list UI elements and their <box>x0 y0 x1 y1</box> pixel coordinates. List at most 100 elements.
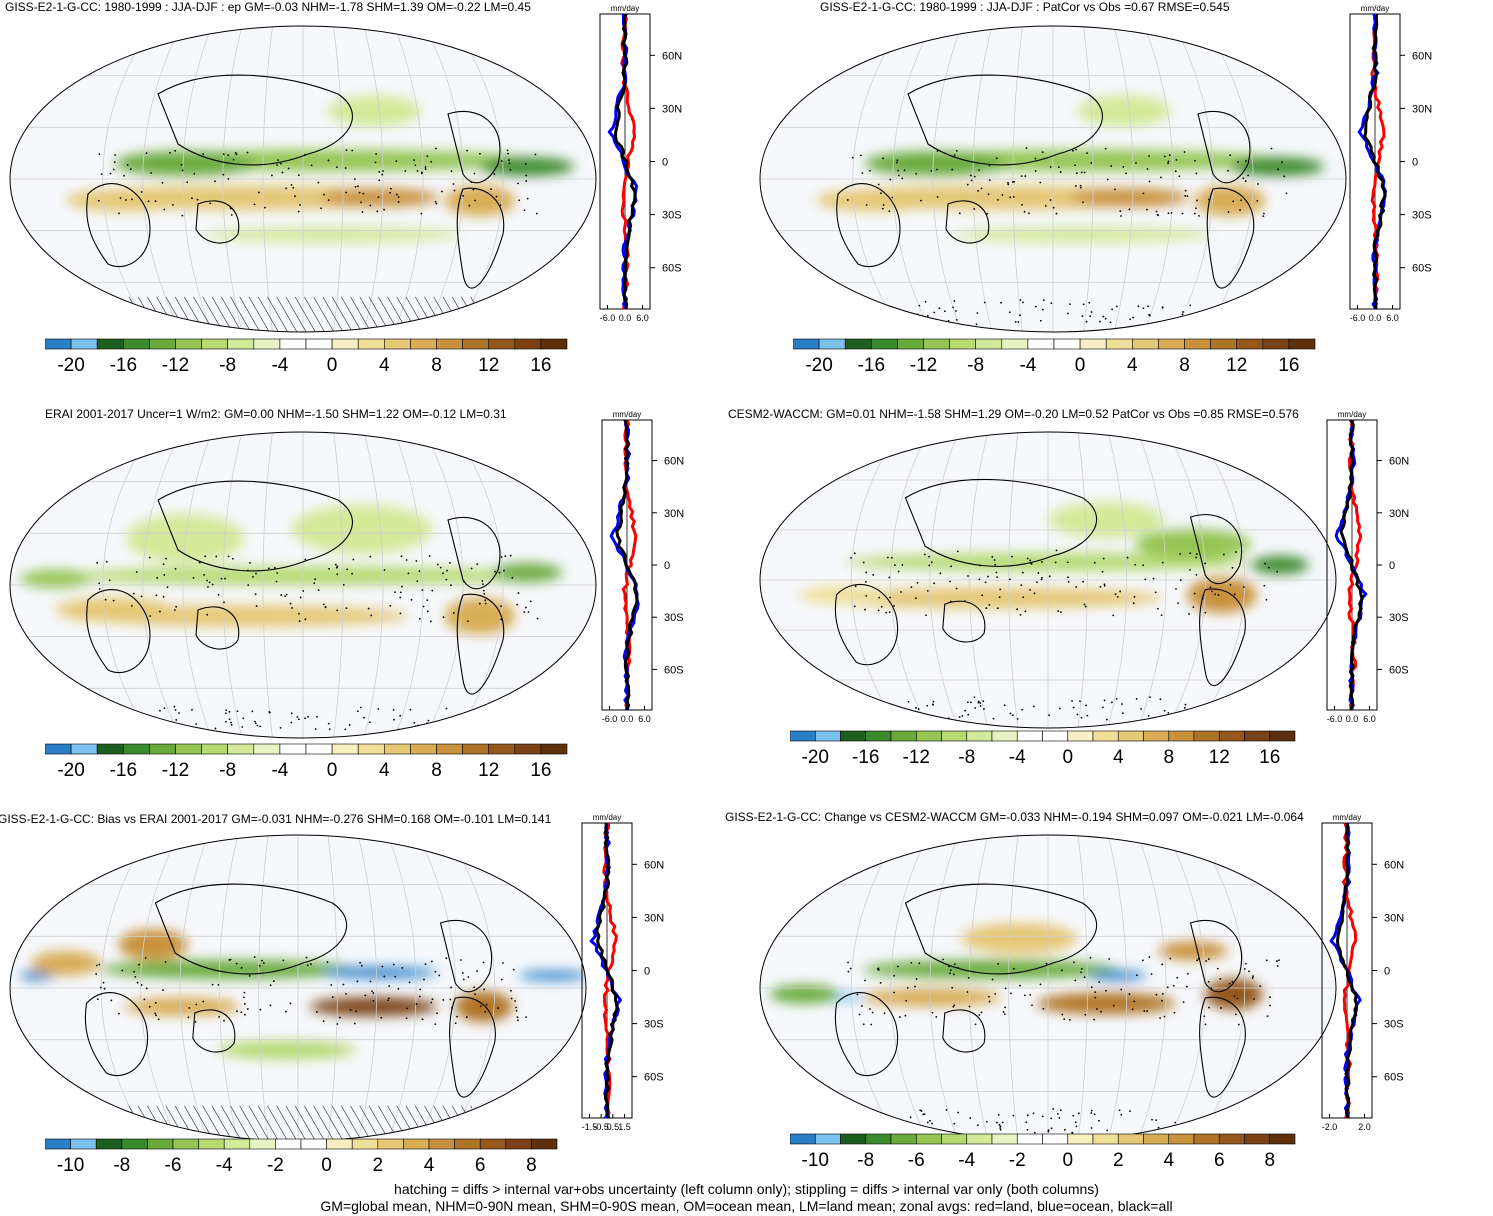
stipple-dot <box>1003 1013 1006 1016</box>
anomaly-field <box>1088 970 1147 981</box>
stipple-dot <box>1204 562 1207 565</box>
stipple-dot <box>165 557 167 560</box>
stipple-dot <box>1009 712 1012 715</box>
stipple-dot <box>1030 562 1033 565</box>
stipple-dot <box>1247 174 1249 177</box>
stipple-dot <box>241 726 244 728</box>
stipple-dot <box>463 580 465 583</box>
anomaly-field <box>216 1040 356 1060</box>
stipple-dot <box>1156 213 1159 216</box>
stipple-dot <box>466 149 469 152</box>
stipple-dot <box>1146 1010 1149 1013</box>
stipple-dot <box>1195 573 1198 576</box>
stipple-dot <box>1219 977 1222 980</box>
stipple-dot <box>196 198 199 201</box>
colorbar-swatch <box>175 338 202 350</box>
stipple-dot <box>861 172 864 174</box>
coastline <box>195 606 240 650</box>
stipple-dot <box>1021 204 1023 206</box>
stipple-dot <box>494 570 496 573</box>
stipple-dot <box>214 180 216 183</box>
stipple-dot <box>955 149 958 152</box>
panel-title: CESM2-WACCM: GM=0.01 NHM=-1.58 SHM=1.29 … <box>728 407 1299 421</box>
colorbar-tick-label: 12 <box>1226 355 1247 376</box>
stipple-dot <box>434 200 437 203</box>
stipple-dot <box>317 589 320 592</box>
colorbar-swatch <box>871 338 898 350</box>
anomaly-field <box>491 563 563 582</box>
colorbar-swatch <box>428 1138 455 1150</box>
colorbar-swatch <box>1053 338 1081 350</box>
colorbar: -20-16-12-8-4048121620 <box>45 743 568 781</box>
stipple-dot <box>888 576 891 579</box>
stipple-dot <box>180 163 183 166</box>
zonal-x-tick-label: -1.5 <box>582 1122 598 1132</box>
stipple-dot <box>134 976 137 978</box>
stipple-dot <box>381 173 384 176</box>
stipple-dot <box>524 606 527 609</box>
stipple-dot <box>1233 593 1236 596</box>
stipple-dot <box>252 575 254 578</box>
stipple-dot <box>275 580 278 583</box>
stipple-dot <box>369 980 372 983</box>
stipple-dot <box>227 154 230 156</box>
stipple-dot <box>399 591 402 594</box>
colorbar-swatch <box>201 338 229 350</box>
stipple-dot <box>276 164 278 166</box>
stipple-dot <box>415 1003 418 1005</box>
stipple-dot <box>419 988 422 991</box>
stipple-dot <box>1245 962 1247 965</box>
latitude-tick-label: 30N <box>1412 103 1432 115</box>
stipple-dot <box>1142 564 1145 567</box>
zonal-unit-label: mm/day <box>1338 410 1366 419</box>
colorbar-swatch <box>253 338 281 350</box>
colorbar-swatch <box>1269 730 1296 742</box>
stipple-dot <box>978 169 980 172</box>
stipple-dot <box>481 583 484 586</box>
stipple-dot <box>1074 185 1077 187</box>
stipple-dot <box>102 981 105 984</box>
colorbar-swatch <box>790 1133 816 1145</box>
caption-line-2: GM=global mean, NHM=0-90N mean, SHM=0-90… <box>320 1198 1173 1214</box>
colorbar-swatch <box>1269 1133 1296 1145</box>
stipple-dot <box>1155 210 1158 213</box>
stipple-dot <box>483 988 486 991</box>
coastline <box>84 992 148 1077</box>
stipple-dot <box>1067 576 1069 579</box>
stipple-dot <box>222 173 225 176</box>
colorbar-tick-label: -16 <box>110 355 137 376</box>
stipple-dot <box>1093 1113 1096 1116</box>
stipple-dot <box>1099 585 1102 588</box>
stipple-dot <box>1155 1119 1158 1122</box>
stipple-dot <box>1080 171 1083 174</box>
stipple-dot <box>1161 963 1164 966</box>
stipple-dot <box>885 611 888 614</box>
stipple-dot <box>503 569 505 572</box>
stipple-dot <box>174 567 177 570</box>
stipple-dot <box>864 608 866 611</box>
stipple-dot <box>173 609 176 611</box>
colorbar-swatch <box>123 743 150 755</box>
stipple-dot <box>149 615 152 617</box>
colorbar-swatch <box>326 1138 353 1150</box>
stipple-dot <box>865 204 868 206</box>
colorbar: -20-16-12-8-4048121620 <box>793 338 1316 376</box>
stipple-dot <box>1125 172 1127 175</box>
stipple-dot <box>1000 301 1002 304</box>
stipple-dot <box>932 703 934 706</box>
colorbar-swatch <box>436 338 463 350</box>
stipple-dot <box>910 586 913 589</box>
colorbar-swatch <box>915 1133 942 1145</box>
coastline <box>157 74 353 166</box>
stipple-dot <box>310 164 313 167</box>
stipple-dot <box>1074 1121 1077 1124</box>
stipple-dot <box>958 716 961 718</box>
stipple-dot <box>96 998 99 1001</box>
coastline <box>86 589 151 674</box>
stipple-dot <box>1029 589 1031 591</box>
stipple-dot <box>375 152 378 155</box>
stipple-dot <box>1121 703 1123 705</box>
stipple-dot <box>979 564 981 567</box>
stipple-dot <box>847 970 850 973</box>
zonal-all-curve <box>1336 822 1359 1119</box>
